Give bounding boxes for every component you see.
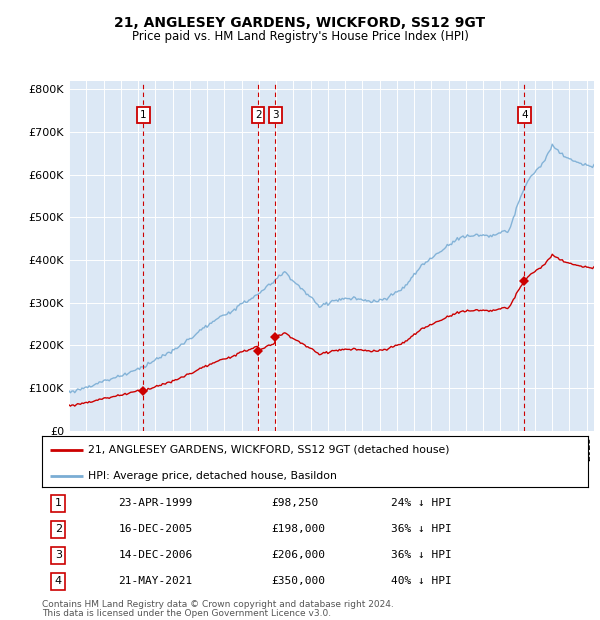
Text: 3: 3 — [55, 551, 62, 560]
Text: 4: 4 — [521, 110, 527, 120]
Text: Price paid vs. HM Land Registry's House Price Index (HPI): Price paid vs. HM Land Registry's House … — [131, 30, 469, 43]
Text: 21-MAY-2021: 21-MAY-2021 — [118, 577, 193, 587]
Text: 2: 2 — [255, 110, 262, 120]
Text: 1: 1 — [55, 498, 62, 508]
Text: Contains HM Land Registry data © Crown copyright and database right 2024.: Contains HM Land Registry data © Crown c… — [42, 600, 394, 609]
Text: 21, ANGLESEY GARDENS, WICKFORD, SS12 9GT (detached house): 21, ANGLESEY GARDENS, WICKFORD, SS12 9GT… — [88, 445, 450, 454]
Text: £350,000: £350,000 — [271, 577, 325, 587]
Text: 4: 4 — [55, 577, 62, 587]
Text: 21, ANGLESEY GARDENS, WICKFORD, SS12 9GT: 21, ANGLESEY GARDENS, WICKFORD, SS12 9GT — [115, 16, 485, 30]
Text: This data is licensed under the Open Government Licence v3.0.: This data is licensed under the Open Gov… — [42, 609, 331, 618]
Text: 14-DEC-2006: 14-DEC-2006 — [118, 551, 193, 560]
Text: £206,000: £206,000 — [271, 551, 325, 560]
Text: £98,250: £98,250 — [271, 498, 319, 508]
Text: HPI: Average price, detached house, Basildon: HPI: Average price, detached house, Basi… — [88, 471, 337, 480]
Text: £198,000: £198,000 — [271, 525, 325, 534]
Text: 24% ↓ HPI: 24% ↓ HPI — [391, 498, 452, 508]
Text: 2: 2 — [55, 525, 62, 534]
Text: 1: 1 — [140, 110, 146, 120]
Text: 36% ↓ HPI: 36% ↓ HPI — [391, 525, 452, 534]
Text: 3: 3 — [272, 110, 279, 120]
Text: 40% ↓ HPI: 40% ↓ HPI — [391, 577, 452, 587]
Text: 36% ↓ HPI: 36% ↓ HPI — [391, 551, 452, 560]
Text: 16-DEC-2005: 16-DEC-2005 — [118, 525, 193, 534]
Text: 23-APR-1999: 23-APR-1999 — [118, 498, 193, 508]
